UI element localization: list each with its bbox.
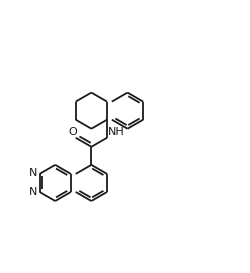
Text: N: N (29, 168, 38, 178)
Text: NH: NH (108, 127, 124, 137)
Text: O: O (68, 127, 76, 137)
Text: N: N (29, 188, 38, 197)
